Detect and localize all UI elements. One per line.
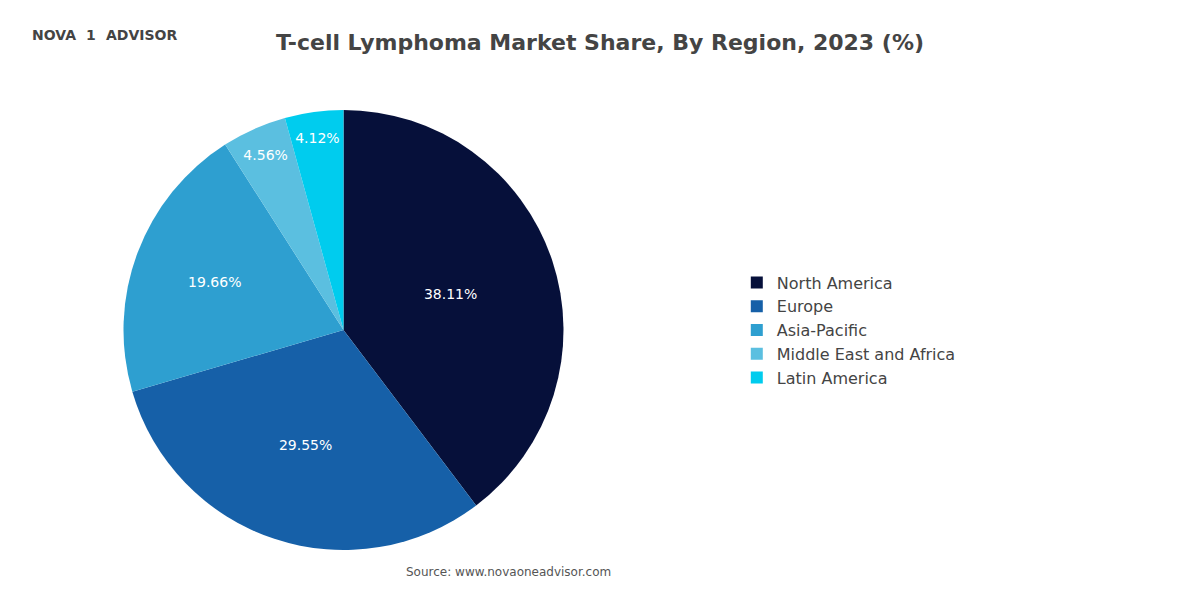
svg-text:38.11%: 38.11% — [424, 286, 477, 302]
svg-text:4.56%: 4.56% — [243, 147, 287, 163]
svg-text:Latin America: Latin America — [777, 369, 888, 388]
svg-text:North America: North America — [777, 274, 893, 293]
svg-text:Middle East and Africa: Middle East and Africa — [777, 345, 955, 364]
svg-text:NOVA: NOVA — [32, 27, 76, 43]
svg-text:19.66%: 19.66% — [188, 274, 241, 290]
svg-text:1: 1 — [86, 27, 96, 43]
svg-text:29.55%: 29.55% — [279, 437, 332, 453]
svg-text:Europe: Europe — [777, 297, 833, 316]
svg-text:Source: www.novaoneadvisor.com: Source: www.novaoneadvisor.com — [406, 565, 611, 579]
svg-text:T-cell Lymphoma Market Share,: T-cell Lymphoma Market Share, By Region,… — [276, 30, 924, 55]
svg-text:Asia-Pacific: Asia-Pacific — [777, 321, 867, 340]
svg-text:4.12%: 4.12% — [295, 130, 339, 146]
svg-text:ADVISOR: ADVISOR — [106, 27, 177, 43]
